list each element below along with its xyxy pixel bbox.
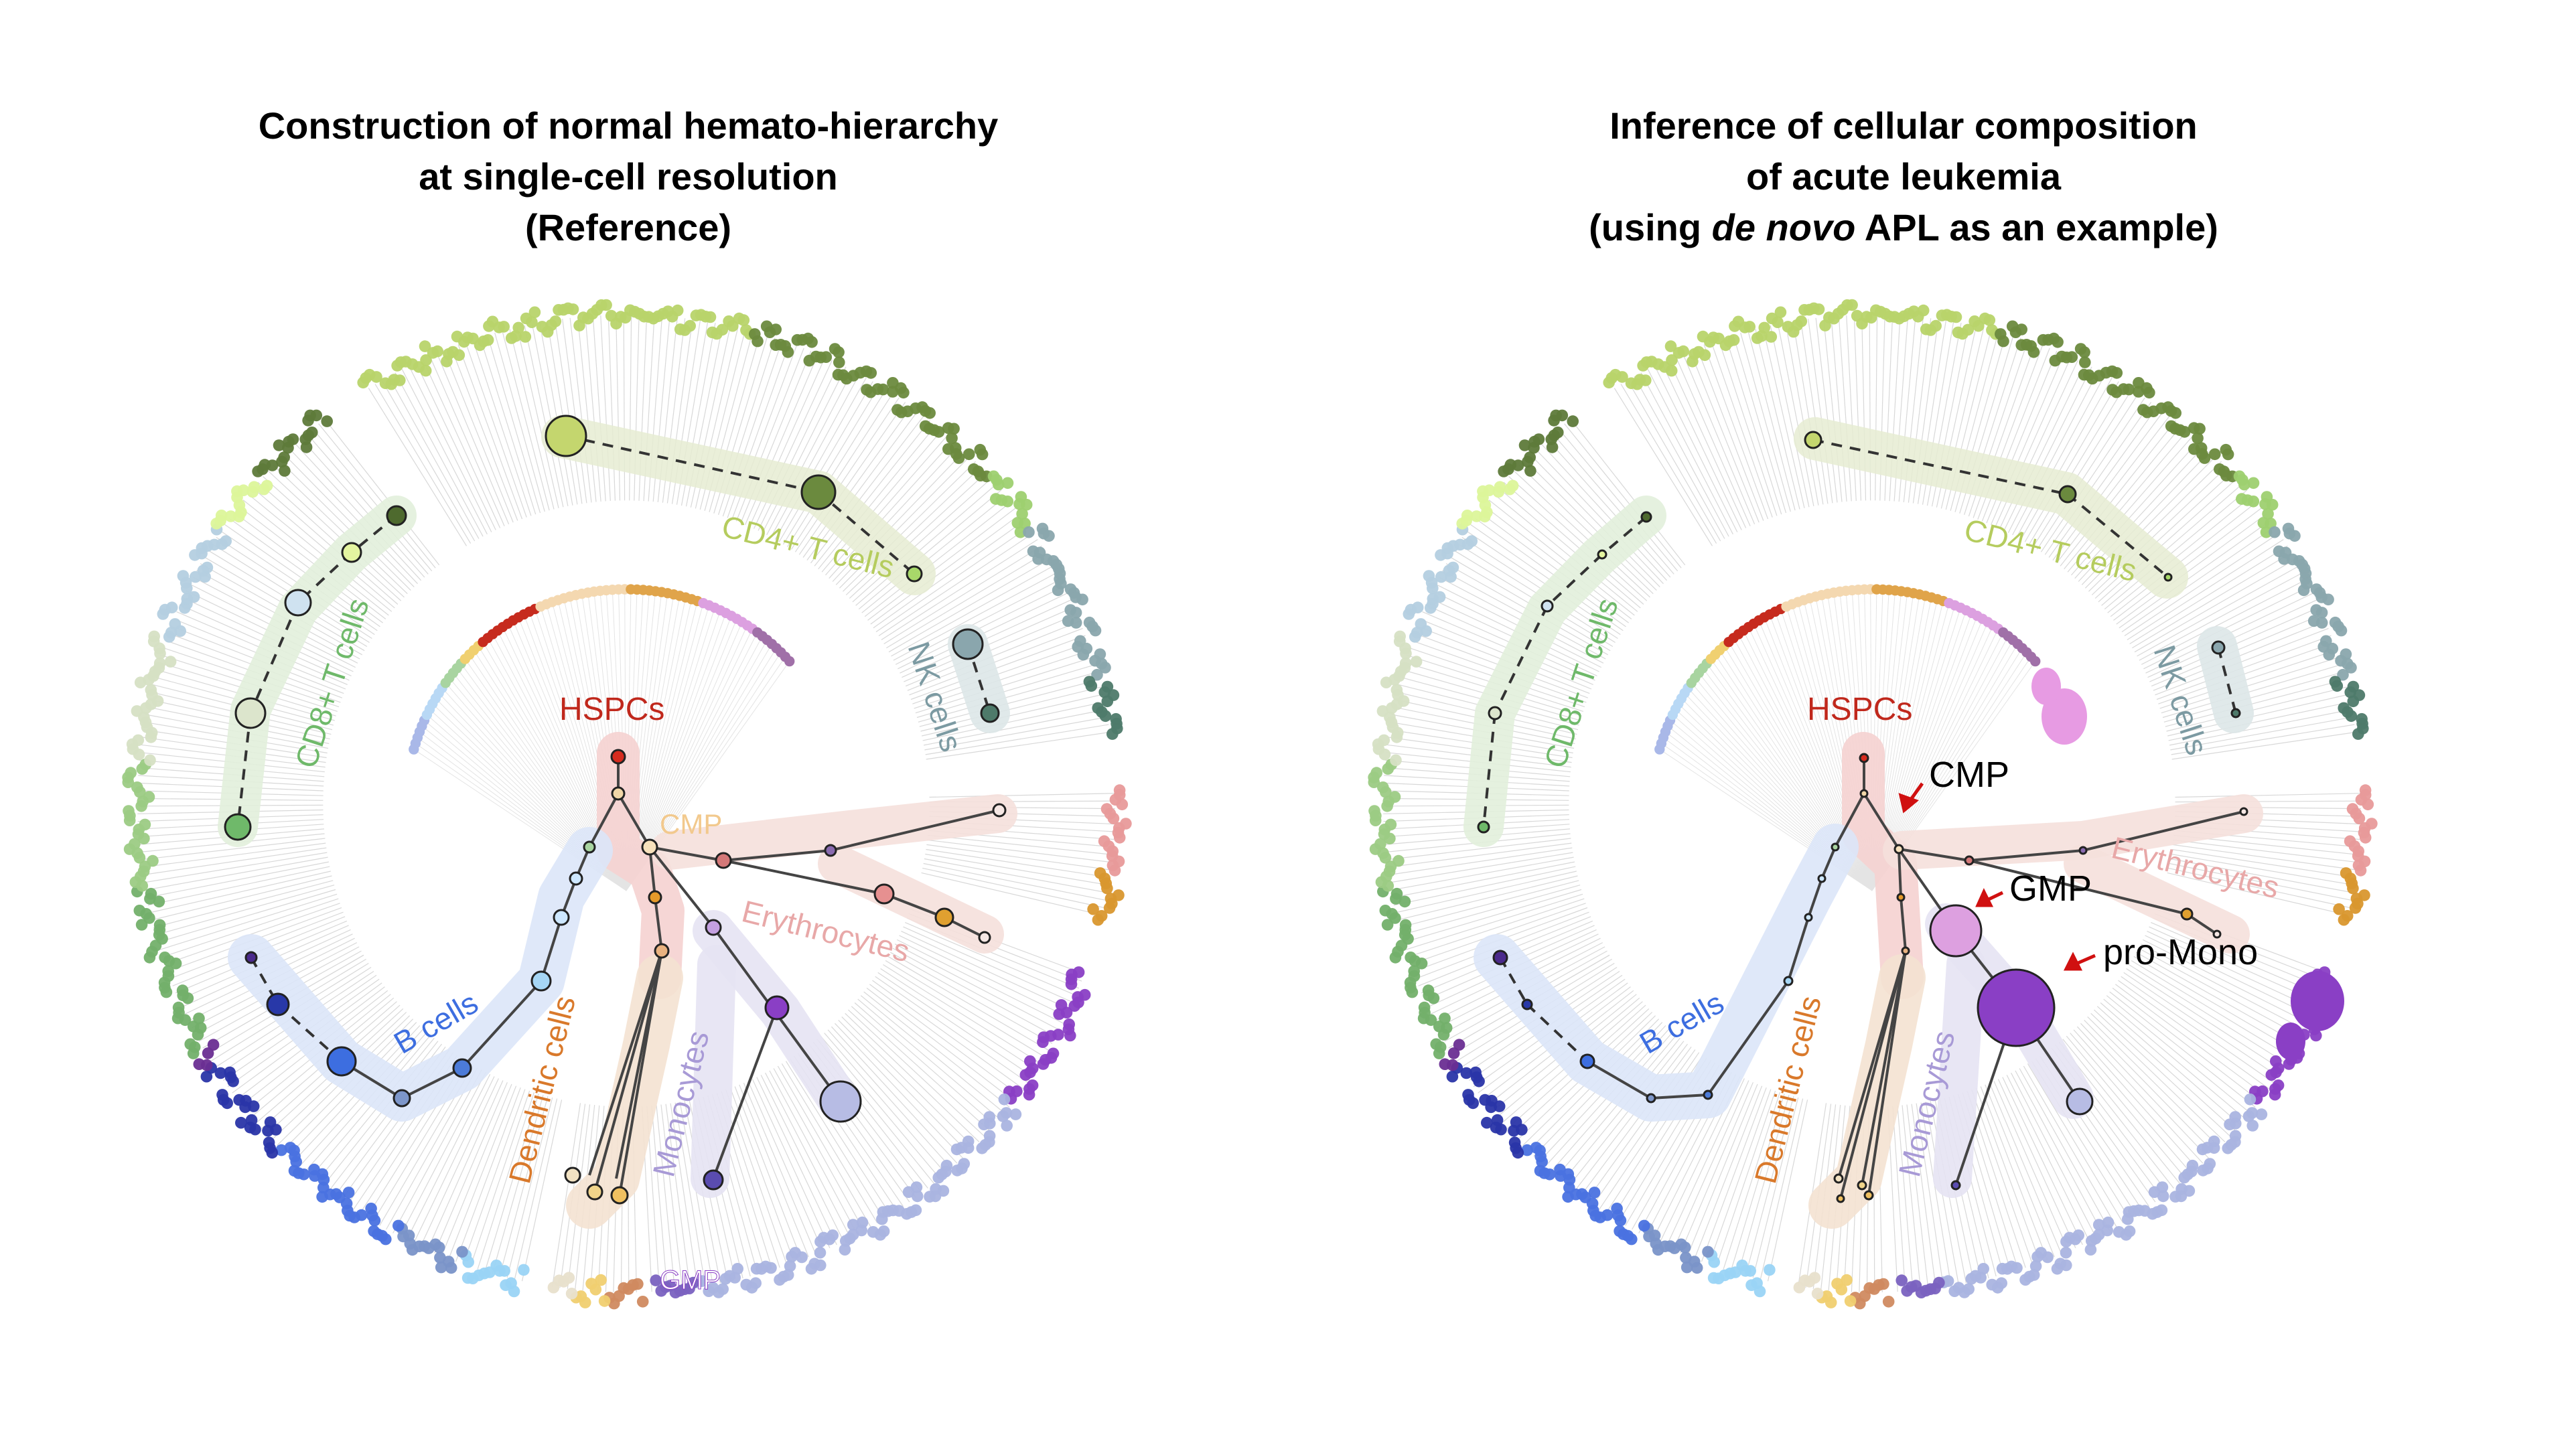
cd8-node-5: [224, 813, 252, 841]
left-tree-nodes: [224, 414, 1007, 1205]
left-title-line-3: (Reference): [524, 206, 732, 248]
b-node-8: [266, 992, 290, 1016]
hspc-node-2: [611, 786, 626, 801]
ery-band-2: [818, 844, 1004, 954]
cd4-node-1: [545, 414, 587, 457]
ery-node-5: [934, 907, 954, 927]
b-node-6: [392, 1089, 411, 1108]
left-inner-arc: [409, 584, 795, 755]
cmp-node: [641, 838, 658, 856]
hspc-band: [597, 732, 685, 999]
annotation-pro-mono: pro-Mono: [2103, 932, 2258, 972]
ery-node-6: [978, 931, 991, 944]
nk-node-2: [980, 703, 1000, 723]
cd8-node-2: [341, 542, 362, 563]
label-cmp: CMP: [660, 808, 722, 840]
label-gmp: GMP: [660, 1266, 721, 1295]
b-node-5: [452, 1058, 472, 1078]
right-title-line-2: of acute leukemia: [1746, 155, 2061, 198]
right-tree-nodes: [1477, 431, 2248, 1203]
right-title-italic: de novo: [1711, 206, 1856, 248]
left-tree-edges: [340, 757, 1000, 1196]
right-dashed-edges: [1482, 439, 2237, 1063]
label-hspcs-right: HSPCs: [1807, 692, 1912, 727]
right-title-prefix: (using: [1589, 206, 1712, 248]
left-title-line-2: at single-cell resolution: [419, 155, 838, 198]
right-title-suffix: APL as an example): [1855, 206, 2218, 248]
cd8-band-r: [1463, 496, 1666, 847]
hspc-node-root: [610, 749, 626, 765]
b-node-3: [553, 909, 570, 926]
mono-band-r2: [1933, 945, 1985, 1198]
cd8-node-3: [284, 589, 312, 617]
cd4-node-2: [800, 474, 837, 510]
left-title-line-1: Construction of normal hemato-hierarchy: [258, 104, 999, 147]
label-hspcs: HSPCs: [559, 692, 664, 727]
cd8-node-1: [386, 505, 407, 526]
mono-node-3: [819, 1080, 862, 1123]
b-node-2: [569, 871, 583, 886]
b-node-9: [244, 951, 258, 964]
right-panel-title: Inference of cellular composition of acu…: [1401, 100, 2406, 253]
dc-node-5: [610, 1186, 629, 1205]
b-node-1: [583, 840, 596, 854]
ery-node-4: [873, 883, 895, 905]
gmp-node-large: [1929, 904, 1983, 958]
ery-band: [650, 794, 1017, 870]
ery-node-1: [715, 852, 732, 869]
dc-node-2: [654, 943, 670, 959]
cd4-node-3: [906, 565, 923, 583]
mono-node-2: [764, 995, 790, 1021]
ery-node-2: [824, 844, 837, 857]
red-arrows: [1898, 782, 2096, 971]
dc-node-4: [586, 1183, 603, 1201]
ery-node-3: [992, 803, 1007, 818]
right-inner-arc: [1654, 584, 2041, 755]
b-node-7: [326, 1046, 357, 1077]
b-node-4: [530, 970, 552, 992]
mono-node-1: [705, 919, 722, 936]
left-panel-title: Construction of normal hemato-hierarchy …: [126, 100, 1131, 253]
right-tree-panel: CD4+ T cells CD8+ T cells NK cells HSPCs…: [1368, 299, 2378, 1310]
promono-node-large: [1977, 968, 2056, 1047]
right-title-line-1: Inference of cellular composition: [1609, 104, 2198, 147]
right-title-line-3: (using de novo APL as an example): [1401, 202, 2406, 253]
mono-node-4: [703, 1169, 724, 1191]
dc-node-3: [564, 1166, 581, 1184]
left-tree-panel: CD4+ T cells CD8+ T cells NK cells HSPCs…: [122, 299, 1132, 1310]
mono-band-2: [691, 945, 736, 1198]
dc-node-1: [648, 890, 662, 905]
right-tree-edges: [1586, 758, 2244, 1199]
ery-band-r: [1883, 794, 2263, 870]
nk-node-1: [952, 628, 984, 660]
annotation-cmp: CMP: [1929, 755, 2009, 795]
annotation-gmp: GMP: [2009, 869, 2092, 909]
ery-band-r2: [2064, 844, 2250, 954]
cd8-node-4: [234, 697, 267, 729]
left-outer-ring: [122, 299, 1132, 1310]
right-expanded-clusters: [2031, 668, 2344, 1060]
